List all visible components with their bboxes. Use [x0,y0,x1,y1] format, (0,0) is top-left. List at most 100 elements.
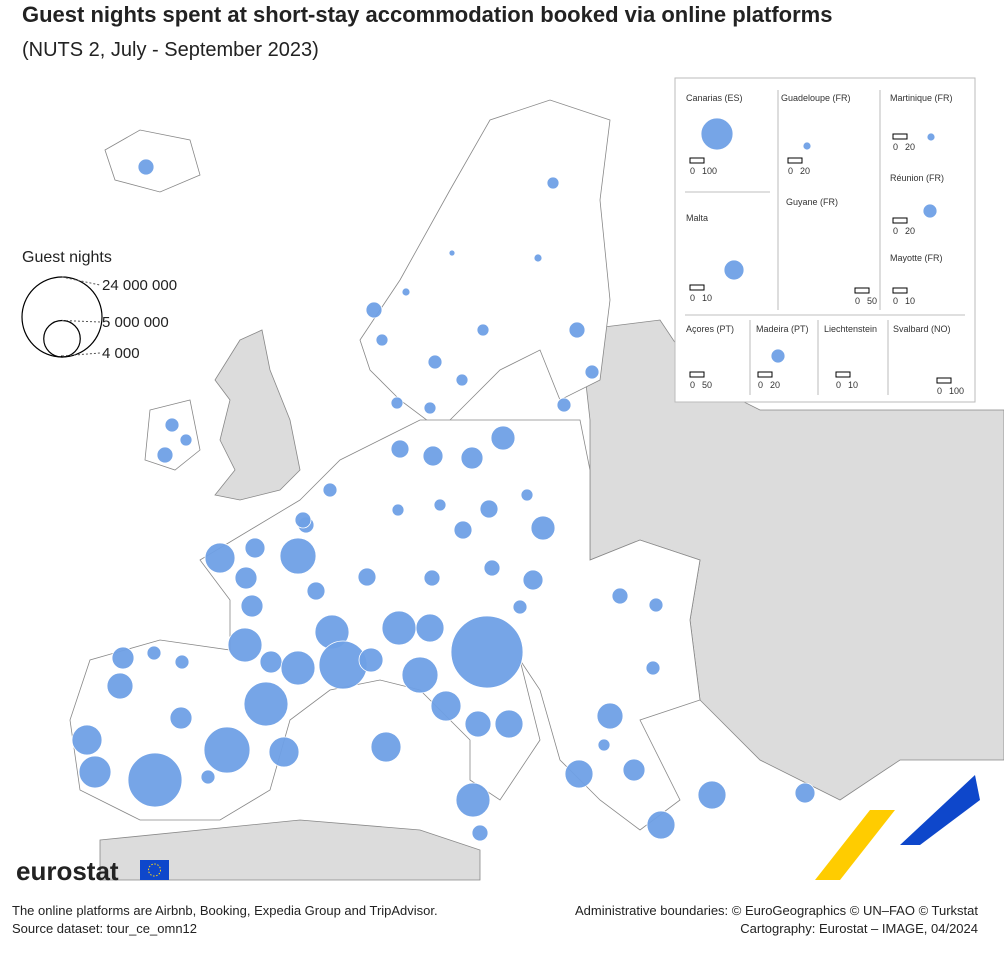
bubble [723,259,745,281]
bubble [464,710,492,738]
inset-title: Martinique (FR) [890,93,953,103]
inset-title: Liechtenstein [824,324,877,334]
bubble [770,348,786,364]
scale-label: 0 [893,142,898,152]
source: Source dataset: tour_ce_omn12 [12,921,197,936]
bubble [365,301,383,319]
bubble [568,321,586,339]
bubble [111,646,135,670]
inset-title: Svalbard (NO) [893,324,951,334]
bubble [611,587,629,605]
scale-label: 20 [800,166,810,176]
scale-bar [689,371,705,378]
bubble [645,660,661,676]
bubble [137,158,155,176]
bubble [483,559,501,577]
scale-label: 100 [949,386,964,396]
scale-bar [892,287,908,294]
scale-label: 0 [690,166,695,176]
bubble [203,726,251,774]
scale-label: 0 [758,380,763,390]
africa [99,819,481,881]
scale-label: 0 [690,293,695,303]
iceland [104,129,201,193]
bubble [490,425,516,451]
bubble [357,567,377,587]
bubble [164,417,180,433]
inset-title: Malta [686,213,708,223]
bubble [174,654,190,670]
bubble [204,542,236,574]
scale-label: 0 [893,226,898,236]
scale-label: 20 [905,226,915,236]
scale-label: 100 [702,166,717,176]
bubble [697,780,727,810]
bubble [422,445,444,467]
legend-leader [61,352,101,357]
bubble [433,498,447,512]
bubble [268,736,300,768]
bubble [471,824,489,842]
bubble [259,650,283,674]
scale-label: 50 [702,380,712,390]
title: Guest nights spent at short-stay accommo… [22,2,832,27]
bubbles [71,117,938,842]
scale-bar [936,377,952,384]
bubble [401,656,439,694]
scale-label: 0 [937,386,942,396]
bubble [450,615,524,689]
bubble [243,681,289,727]
bubble [200,769,216,785]
legend-leader [61,276,101,286]
bubble [584,364,600,380]
bubble [530,515,556,541]
scale-bar [854,287,870,294]
bubble [533,253,543,263]
scale-bar [892,217,908,224]
bubble [306,581,326,601]
bubble [564,759,594,789]
eu-flag [140,860,169,880]
legend-label: 5 000 000 [102,314,169,331]
cartography: Cartography: Eurostat – IMAGE, 04/2024 [740,921,978,936]
inset-title: Madeira (PT) [756,324,809,334]
bubble [227,627,263,663]
bubble [280,650,316,686]
scale-label: 20 [905,142,915,152]
deco [900,775,980,845]
scale-bar [787,157,803,164]
bubble [448,249,456,257]
bubble [423,569,441,587]
scale-label: 0 [690,380,695,390]
bubble [322,482,338,498]
bubble [430,690,462,722]
bubble [240,594,264,618]
inset-dividers [685,90,965,395]
scale-label: 0 [855,296,860,306]
bubble [234,566,258,590]
bubble [494,709,524,739]
bubble [622,758,646,782]
bubble [700,117,734,151]
note: The online platforms are Airbnb, Booking… [12,903,438,918]
ireland [144,399,201,471]
bubble [794,782,816,804]
inset-title: Réunion (FR) [890,173,944,183]
bubble [169,706,193,730]
bubble [415,613,445,643]
legend-circle [60,355,64,358]
deco [815,810,895,880]
bubble [375,333,389,347]
scale-label: 10 [848,380,858,390]
scale-label: 20 [770,380,780,390]
scale-bar [835,371,851,378]
bubble [127,752,183,808]
legend-label: 24 000 000 [102,277,177,294]
bubble [455,373,469,387]
bubble [427,354,443,370]
legend-title: Guest nights [22,249,112,266]
inset-title: Canarias (ES) [686,93,743,103]
bubble [156,446,174,464]
uk [214,329,301,501]
